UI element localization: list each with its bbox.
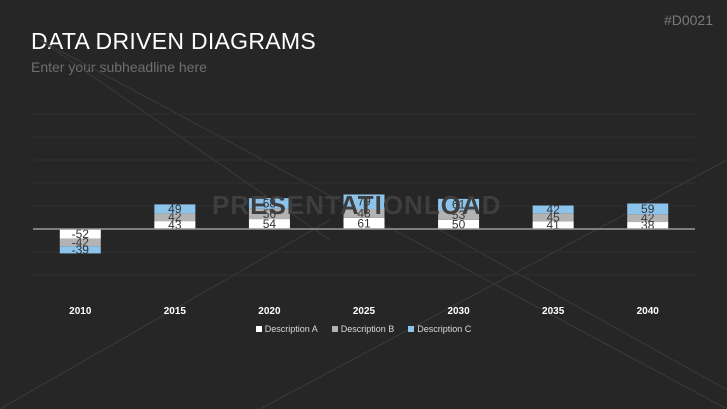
bar-data-label: -42 [72, 235, 90, 249]
bar-segment [343, 194, 385, 209]
bar-data-label: 49 [168, 202, 182, 216]
bar-segment [343, 217, 385, 229]
bar-segment [438, 198, 480, 211]
bar-segment [532, 221, 574, 229]
bar-data-label: 61 [452, 197, 466, 211]
slide-subtitle: Enter your subheadline here [31, 59, 207, 75]
bar-segment [154, 221, 196, 229]
bar-data-label: 54 [263, 217, 277, 231]
bar-segment [532, 213, 574, 222]
bar-segment [627, 222, 669, 229]
bar-data-label: 58 [263, 196, 277, 210]
bar-segment [343, 208, 385, 218]
bar-data-label: 59 [641, 202, 655, 216]
bar-segment [627, 203, 669, 215]
bar-segment [154, 204, 196, 214]
bar-data-label: 42 [168, 210, 182, 224]
legend-swatch-b [331, 326, 338, 332]
bar-segment [154, 213, 196, 222]
x-tick-label: 2020 [258, 306, 281, 317]
bar-segment [438, 219, 480, 229]
x-tick-label: 2015 [164, 306, 187, 317]
legend-item-c: Description C [408, 324, 471, 334]
x-tick-label: 2035 [542, 306, 565, 317]
chart-legend: Description A Description B Description … [0, 324, 727, 334]
legend-label-c: Description C [417, 324, 472, 334]
decor-line [439, 229, 727, 391]
legend-swatch-a [255, 326, 262, 332]
bar-segment [438, 210, 480, 220]
bar-data-label: 48 [357, 206, 371, 220]
bar-segment [59, 229, 101, 239]
bar-data-label: 61 [357, 216, 371, 230]
legend-swatch-c [408, 326, 415, 332]
bar-segment [248, 219, 290, 229]
x-tick-label: 2040 [637, 306, 660, 317]
bar-segment [59, 238, 101, 247]
bar-segment [248, 208, 290, 220]
x-tick-label: 2010 [69, 306, 92, 317]
bar-data-label: 42 [641, 211, 655, 225]
bar-data-label: -39 [72, 243, 90, 257]
bar-segment [627, 214, 669, 223]
bar-data-label: 53 [452, 208, 466, 222]
decor-line [259, 159, 727, 409]
x-tick-label: 2030 [447, 306, 470, 317]
bar-segment [248, 198, 290, 209]
slide-title: DATA DRIVEN DIAGRAMS [31, 28, 317, 54]
bar-data-label: 45 [546, 210, 560, 224]
bar-data-label: -52 [72, 227, 90, 241]
bar-segment [59, 246, 101, 254]
bar-segment [532, 205, 574, 214]
bar-data-label: 79 [357, 195, 371, 209]
legend-item-a: Description A [255, 324, 318, 334]
legend-label-b: Description B [340, 324, 395, 334]
legend-item-b: Description B [331, 324, 395, 334]
bar-data-label: 50 [452, 217, 466, 231]
x-tick-label: 2025 [353, 306, 376, 317]
slide-code: #D0021 [663, 12, 713, 28]
bar-data-label: 42 [546, 202, 560, 216]
legend-label-a: Description A [264, 324, 318, 334]
bar-data-label: 56 [263, 207, 277, 221]
